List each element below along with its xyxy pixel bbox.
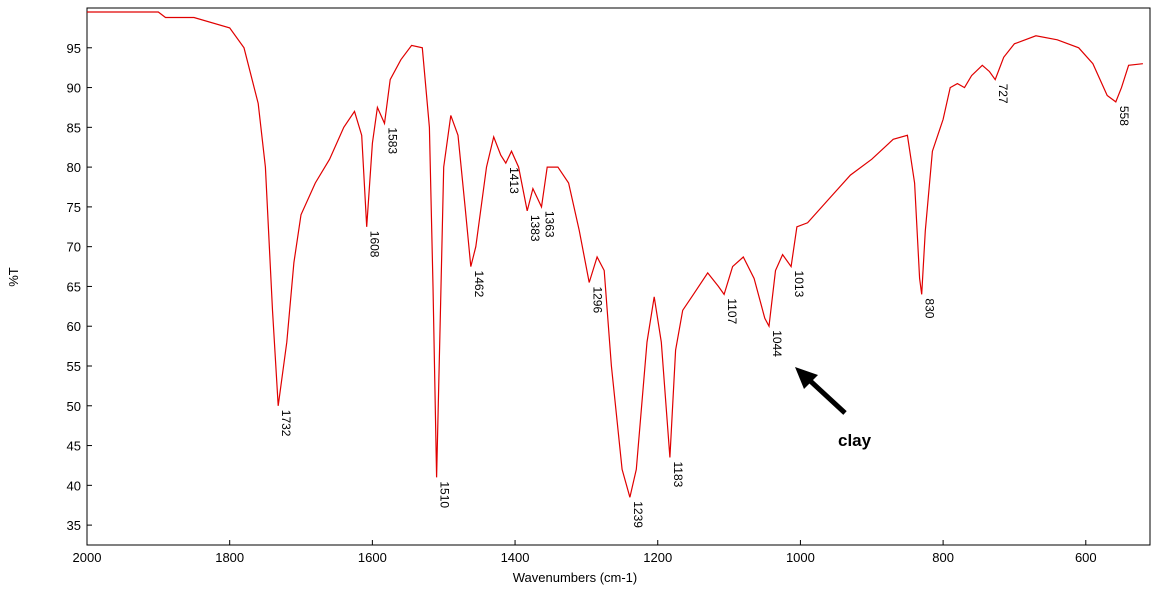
peak-label: 830 [923,298,937,318]
y-tick-label: 95 [67,41,81,56]
y-tick-label: 85 [67,120,81,135]
x-tick-label: 2000 [73,550,102,565]
peak-label: 1183 [671,461,685,487]
peak-label: 1462 [472,271,486,298]
y-tick-label: 45 [67,439,81,454]
peak-label: 558 [1117,106,1131,126]
y-tick-label: 65 [67,279,81,294]
x-tick-label: 1600 [358,550,387,565]
peak-label: 1413 [507,167,521,194]
y-tick-label: 75 [67,200,81,215]
x-tick-label: 1200 [643,550,672,565]
x-tick-label: 800 [932,550,954,565]
y-tick-label: 55 [67,359,81,374]
peak-label: 1239 [631,501,645,528]
peak-label: 1013 [792,271,806,298]
peak-label: 1296 [590,286,604,313]
x-tick-label: 1400 [501,550,530,565]
x-axis-title: Wavenumbers (cm-1) [513,570,637,585]
plot-frame [86,7,1151,546]
peak-label: 1363 [542,211,556,238]
peak-label: 1510 [438,481,452,508]
peak-label: 1107 [725,298,739,324]
y-tick-label: 50 [67,399,81,414]
peak-label: 1044 [770,330,784,357]
y-axis-title: %T [6,267,21,287]
arrow-shaft [804,375,847,415]
y-tick-label: 60 [67,319,81,334]
arrow-head [795,367,818,389]
y-tick-label: 90 [67,81,81,96]
peak-label: 727 [996,84,1010,104]
x-tick-label: 1000 [786,550,815,565]
y-tick-label: 35 [67,518,81,533]
y-tick-label: 80 [67,160,81,175]
y-tick-label: 40 [67,478,81,493]
spectrum-line [87,11,1143,498]
x-tick-label: 600 [1075,550,1097,565]
annotation: clay [838,431,872,450]
peak-label: 1383 [528,215,542,242]
peak-label: 1608 [368,231,382,258]
y-tick-label: 70 [67,240,81,255]
x-tick-label: 1800 [215,550,244,565]
peak-label: 1732 [279,410,293,437]
peak-label: 1583 [385,127,399,154]
